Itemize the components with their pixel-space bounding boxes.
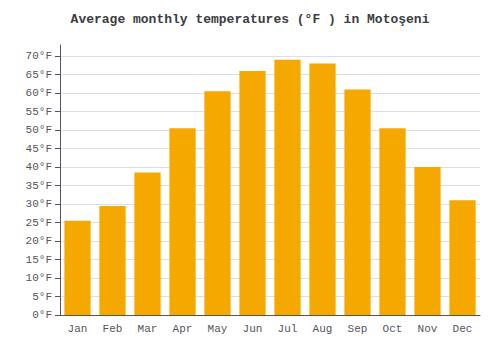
svg-text:Oct: Oct [383, 323, 403, 335]
svg-text:60°F: 60°F [26, 87, 52, 99]
svg-text:Average monthly temperatures (: Average monthly temperatures (°F ) in Mo… [71, 12, 430, 27]
svg-text:Jul: Jul [278, 323, 298, 335]
svg-text:Jun: Jun [243, 323, 263, 335]
svg-text:55°F: 55°F [26, 106, 52, 118]
svg-text:Feb: Feb [103, 323, 123, 335]
svg-text:Mar: Mar [138, 323, 158, 335]
svg-text:Jan: Jan [68, 323, 88, 335]
svg-text:10°F: 10°F [26, 272, 52, 284]
svg-text:70°F: 70°F [26, 50, 52, 62]
svg-text:5°F: 5°F [32, 291, 52, 303]
svg-text:40°F: 40°F [26, 161, 52, 173]
svg-text:Nov: Nov [418, 323, 438, 335]
svg-text:50°F: 50°F [26, 124, 52, 136]
svg-text:45°F: 45°F [26, 143, 52, 155]
svg-text:0°F: 0°F [32, 309, 52, 321]
svg-text:Aug: Aug [313, 323, 333, 335]
svg-text:25°F: 25°F [26, 217, 52, 229]
svg-text:Apr: Apr [173, 323, 193, 335]
svg-text:Dec: Dec [453, 323, 473, 335]
svg-text:65°F: 65°F [26, 69, 52, 81]
svg-text:30°F: 30°F [26, 198, 52, 210]
svg-text:May: May [208, 323, 228, 335]
svg-text:Sep: Sep [348, 323, 368, 335]
svg-text:20°F: 20°F [26, 235, 52, 247]
svg-text:15°F: 15°F [26, 254, 52, 266]
svg-text:35°F: 35°F [26, 180, 52, 192]
